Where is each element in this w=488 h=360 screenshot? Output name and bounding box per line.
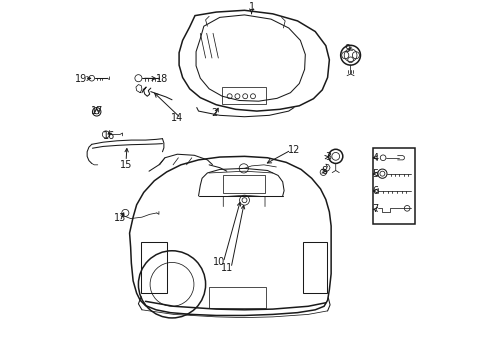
- Text: 14: 14: [170, 113, 183, 123]
- Text: 1: 1: [248, 2, 254, 12]
- Text: 18: 18: [156, 73, 168, 84]
- Text: 12: 12: [287, 145, 300, 155]
- Text: 4: 4: [371, 153, 378, 163]
- Text: 9: 9: [344, 44, 350, 54]
- Text: 3: 3: [325, 152, 331, 162]
- Text: 11: 11: [220, 263, 232, 273]
- Bar: [209, 287, 265, 309]
- Text: 8: 8: [321, 166, 327, 176]
- Bar: [223, 175, 264, 193]
- Text: 10: 10: [212, 257, 224, 267]
- Text: 17: 17: [90, 106, 102, 116]
- Bar: [372, 148, 414, 224]
- Bar: [302, 242, 326, 293]
- Text: 13: 13: [114, 213, 126, 223]
- Text: 16: 16: [103, 131, 115, 141]
- Bar: [141, 242, 166, 293]
- Bar: [221, 87, 265, 104]
- Text: 19: 19: [75, 73, 87, 84]
- Text: 6: 6: [371, 186, 378, 196]
- Text: 7: 7: [371, 204, 378, 215]
- Text: 2: 2: [211, 108, 217, 118]
- Text: 5: 5: [371, 169, 378, 179]
- Text: 15: 15: [120, 160, 132, 170]
